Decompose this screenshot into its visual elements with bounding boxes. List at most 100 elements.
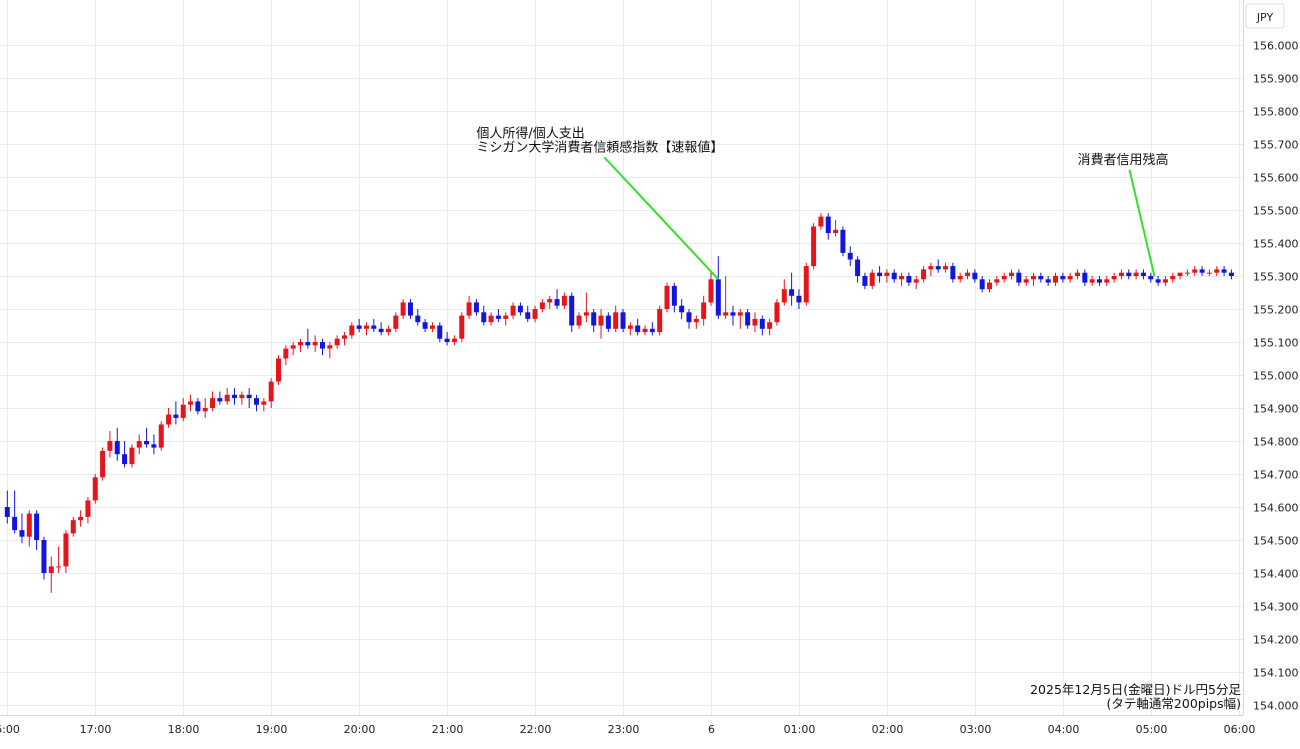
candle-body	[576, 315, 582, 326]
candle-body	[466, 302, 472, 316]
candle	[569, 292, 575, 333]
candle	[855, 256, 861, 283]
candle-body	[811, 226, 817, 267]
candle	[422, 318, 428, 333]
x-tick-label: 6	[708, 723, 715, 736]
y-tick-label: 155.100	[1253, 337, 1299, 350]
candle-body	[1023, 279, 1029, 283]
candle	[437, 322, 443, 342]
y-tick-label: 155.500	[1253, 205, 1299, 218]
candle-body	[561, 295, 567, 306]
candle-body	[679, 305, 685, 313]
y-tick-label: 155.000	[1253, 370, 1299, 383]
candle	[180, 398, 186, 422]
candle-body	[539, 302, 545, 309]
x-tick-label: 21:00	[432, 723, 464, 736]
candle	[1184, 269, 1190, 276]
candle	[239, 391, 245, 405]
candle-body	[635, 325, 641, 333]
candle	[268, 378, 274, 408]
candle-body	[899, 276, 905, 280]
candle	[811, 223, 817, 270]
y-tick-label: 154.000	[1253, 700, 1299, 713]
time-axis: 6:00 17:00 18:00 19:00 20:00 21:00 22:00 23:00 6…	[0, 723, 1255, 736]
candle	[1023, 276, 1029, 286]
candle-body	[855, 259, 861, 276]
x-tick-label: 03:00	[960, 723, 992, 736]
candle	[349, 322, 355, 339]
candle	[833, 219, 839, 237]
candle	[466, 295, 472, 319]
candle-body	[437, 325, 443, 339]
annotation-pointer	[603, 156, 720, 280]
candle	[877, 266, 883, 283]
candle-body	[1016, 272, 1022, 283]
candle-body	[1052, 276, 1058, 283]
candle-body	[510, 305, 516, 316]
y-tick-label: 154.600	[1253, 502, 1299, 515]
candle-body	[283, 348, 289, 359]
candle-body	[305, 342, 311, 346]
candle-body	[41, 540, 47, 573]
candle-body	[921, 269, 927, 280]
candle-body	[48, 566, 54, 573]
candle	[679, 299, 685, 319]
candle-body	[1060, 276, 1066, 280]
candle	[847, 246, 853, 267]
candle	[393, 312, 399, 333]
unit-label-box	[1245, 3, 1285, 29]
candle-body	[657, 309, 663, 333]
candle	[378, 322, 384, 336]
candle	[1162, 276, 1168, 286]
candle-body	[166, 414, 172, 425]
y-tick-label: 154.500	[1253, 535, 1299, 548]
candle	[781, 279, 787, 306]
candle	[627, 322, 633, 336]
candle-body	[906, 276, 912, 283]
candle	[473, 299, 479, 316]
candle	[1104, 276, 1110, 286]
candle	[796, 289, 802, 309]
candle-body	[833, 229, 839, 234]
candle-body	[180, 404, 186, 418]
candle-body	[642, 328, 648, 333]
candle-body	[129, 447, 135, 465]
candle	[290, 342, 296, 356]
candle	[232, 388, 238, 405]
candle-body	[261, 401, 267, 405]
candle	[429, 322, 435, 333]
candle	[100, 447, 106, 481]
candle	[371, 318, 377, 333]
candle	[1206, 269, 1212, 276]
candle-body	[210, 398, 216, 408]
candle	[715, 256, 721, 319]
candle	[312, 335, 318, 352]
candle	[671, 282, 677, 313]
candle-body	[979, 279, 985, 290]
candle-body	[34, 513, 40, 540]
candle-body	[862, 276, 868, 286]
candle	[26, 510, 32, 547]
candle	[1067, 272, 1073, 283]
candle-body	[767, 322, 773, 329]
chart-caption-line2: (タテ軸通常200pips幅)	[1107, 696, 1241, 711]
candle	[444, 332, 450, 346]
candle-body	[1170, 276, 1176, 280]
candle-body	[693, 318, 699, 323]
candle-body	[268, 381, 274, 402]
candle-body	[1199, 269, 1205, 273]
candle-body	[1111, 276, 1117, 280]
candle	[554, 289, 560, 309]
candle-body	[1031, 276, 1036, 280]
candle-body	[1206, 272, 1212, 274]
candle-body	[363, 325, 369, 329]
candle	[107, 431, 113, 458]
candle-body	[796, 295, 802, 303]
candle-body	[4, 507, 10, 517]
candle	[1155, 276, 1161, 286]
candle	[173, 401, 179, 425]
candle	[1089, 276, 1095, 286]
